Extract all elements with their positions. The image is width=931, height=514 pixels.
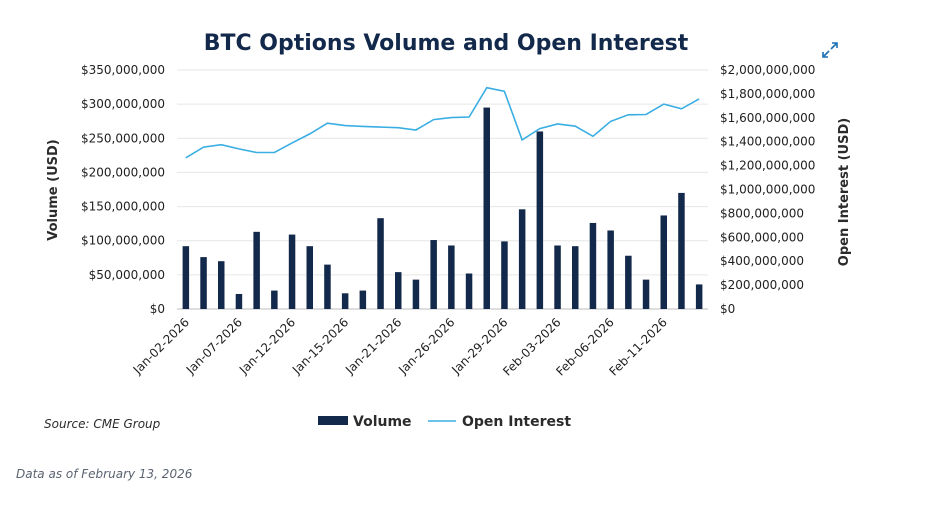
y-tick-left: $200,000,000 — [81, 165, 165, 179]
expand-icon[interactable] — [820, 40, 840, 60]
volume-bar — [182, 246, 190, 309]
y-tick-left: $50,000,000 — [89, 268, 165, 282]
x-tick-label: Jan-26-2026 — [395, 315, 457, 377]
volume-bar — [377, 218, 384, 309]
volume-bar — [448, 245, 455, 309]
x-tick-label: Jan-02-2026 — [130, 315, 192, 377]
volume-bar — [200, 257, 207, 309]
y-tick-left: $0 — [150, 302, 165, 316]
volume-bar — [536, 131, 544, 309]
volume-bar — [465, 273, 473, 309]
y-axis-left-title: Volume (USD) — [46, 139, 61, 240]
y-tick-right: $1,200,000,000 — [720, 159, 815, 173]
open-interest-line — [185, 86, 700, 159]
volume-bar — [642, 279, 650, 309]
y-tick-right: $0 — [720, 302, 735, 316]
volume-bar — [518, 209, 526, 309]
gridlines — [177, 69, 708, 310]
x-axis-ticks: Jan-02-2026Jan-07-2026Jan-12-2026Jan-15-… — [130, 315, 670, 378]
volume-bar — [660, 215, 667, 309]
volume-bar — [271, 290, 278, 309]
volume-bar — [554, 245, 561, 309]
legend: Volume Open Interest — [318, 414, 571, 430]
volume-bar — [695, 284, 703, 309]
volume-bar — [395, 272, 402, 309]
y-tick-right: $400,000,000 — [720, 254, 804, 268]
volume-bar — [678, 192, 685, 309]
volume-bar — [412, 279, 420, 309]
volume-bar — [483, 107, 490, 309]
volume-bars — [182, 107, 703, 309]
y-tick-left: $100,000,000 — [81, 234, 165, 248]
source-note: Source: CME Group — [44, 417, 161, 431]
volume-bar — [306, 246, 313, 309]
y-tick-right: $800,000,000 — [720, 206, 804, 220]
y-axis-left-ticks: $0 $50,000,000 $100,000,000 $150,000,000 $20… — [81, 63, 165, 316]
y-tick-right: $200,000,000 — [720, 278, 804, 292]
volume-bar — [501, 241, 508, 309]
y-tick-right: $1,000,000,000 — [720, 183, 815, 197]
volume-bar — [430, 240, 437, 309]
volume-bar — [359, 290, 367, 309]
volume-bar — [324, 264, 331, 309]
chart-title: BTC Options Volume and Open Interest — [204, 31, 689, 56]
y-tick-right: $1,600,000,000 — [720, 111, 815, 125]
volume-bar — [218, 261, 225, 309]
y-tick-left: $350,000,000 — [81, 63, 165, 77]
volume-bar — [572, 246, 579, 309]
y-tick-right: $600,000,000 — [720, 230, 804, 244]
volume-bar — [288, 234, 296, 309]
legend-open-interest-label: Open Interest — [462, 414, 571, 430]
legend-volume-label: Volume — [353, 414, 412, 430]
footnote: Data as of February 13, 2026 — [16, 467, 193, 481]
volume-bar — [625, 255, 632, 309]
y-axis-right-ticks: $0 $200,000,000 $400,000,000 $600,000,000 $8… — [720, 63, 815, 316]
legend-volume-swatch — [318, 416, 348, 425]
volume-bar — [235, 293, 243, 309]
y-tick-right: $2,000,000,000 — [720, 63, 815, 77]
y-tick-left: $300,000,000 — [81, 97, 165, 111]
volume-bar — [607, 230, 614, 309]
x-tick-label: Jan-21-2026 — [342, 315, 404, 377]
volume-bar — [253, 231, 260, 309]
x-tick-label: Jan-07-2026 — [183, 315, 245, 377]
y-tick-right: $1,400,000,000 — [720, 135, 815, 149]
y-tick-left: $150,000,000 — [81, 200, 165, 214]
x-tick-label: Jan-12-2026 — [236, 315, 298, 377]
volume-bar — [589, 222, 597, 309]
volume-bar — [341, 293, 349, 309]
y-tick-right: $1,800,000,000 — [720, 87, 815, 101]
y-tick-left: $250,000,000 — [81, 131, 165, 145]
y-axis-right-title: Open Interest (USD) — [837, 118, 852, 266]
x-tick-label: Jan-15-2026 — [289, 315, 351, 377]
